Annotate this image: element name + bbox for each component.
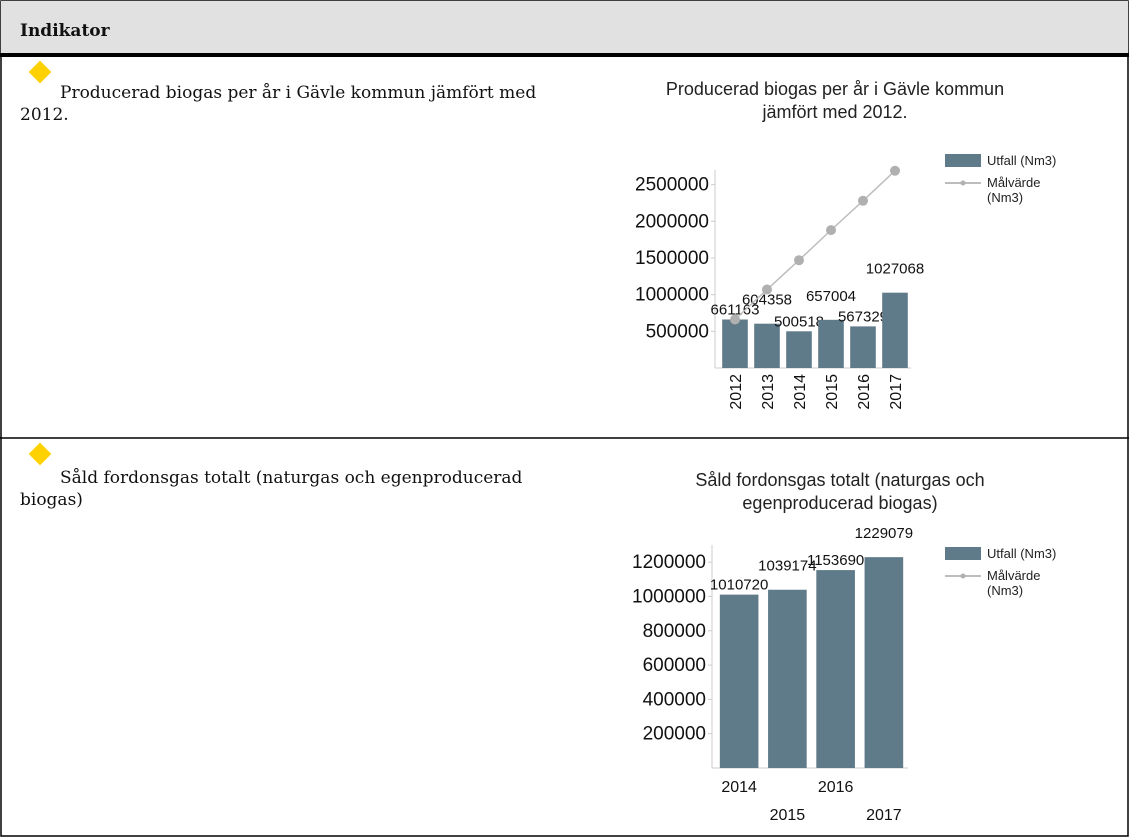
data-label: 661163 <box>711 302 760 319</box>
x-tick-label: 2012 <box>728 374 745 410</box>
x-tick-label: 2015 <box>770 807 806 824</box>
bar <box>722 319 748 368</box>
bar <box>818 319 844 368</box>
legend-label: Utfall (Nm3) <box>987 153 1057 168</box>
x-tick-label: 2015 <box>824 374 841 410</box>
legend-label: Målvärde (Nm3) <box>987 175 1041 205</box>
bar <box>816 570 855 768</box>
x-tick-label: 2017 <box>888 374 905 410</box>
y-tick-label: 1000000 <box>632 586 706 607</box>
y-tick-label: 800000 <box>643 621 706 642</box>
legend-label: Utfall (Nm3) <box>987 546 1057 561</box>
bar <box>719 594 759 768</box>
target-point <box>730 314 740 325</box>
data-label: 1010720 <box>710 577 768 594</box>
legend-swatch <box>945 547 981 560</box>
row-label: Producerad biogas per år i Gävle kommun … <box>20 83 537 125</box>
y-tick-label: 1200000 <box>632 552 706 573</box>
y-tick-label: 500000 <box>646 321 709 342</box>
target-point <box>762 284 772 295</box>
x-tick-label: 2016 <box>818 779 854 796</box>
x-tick-label: 2017 <box>866 807 902 824</box>
row-label: Såld fordonsgas totalt (naturgas och ege… <box>20 468 523 510</box>
bar <box>768 589 807 768</box>
header-title: Indikator <box>20 21 110 41</box>
y-tick-label: 1000000 <box>635 285 709 306</box>
x-tick-label: 2013 <box>760 374 777 410</box>
y-tick-label: 2000000 <box>635 211 709 232</box>
legend-dot <box>960 180 966 186</box>
chart-title: Producerad biogas per år i Gävle kommun … <box>665 79 1005 122</box>
legend-label: Målvärde (Nm3) <box>987 568 1041 598</box>
target-point <box>890 165 900 176</box>
y-tick-label: 200000 <box>643 724 706 745</box>
x-tick-label: 2014 <box>721 779 757 796</box>
bar <box>754 323 780 368</box>
chart-title: Såld fordonsgas totalt (naturgas och ege… <box>695 470 985 513</box>
data-label: 1039174 <box>758 558 816 575</box>
target-point <box>794 255 804 266</box>
legend-swatch <box>945 154 981 167</box>
legend-dot <box>960 573 966 579</box>
y-tick-label: 400000 <box>643 689 706 710</box>
target-point <box>826 225 836 236</box>
data-label: 604358 <box>742 292 792 309</box>
header-bg <box>1 1 1128 54</box>
data-label: 500518 <box>774 313 824 330</box>
bar <box>864 557 904 768</box>
bar <box>786 331 812 368</box>
data-label: 1153690 <box>807 552 864 569</box>
target-line <box>734 170 896 321</box>
x-tick-label: 2016 <box>856 374 873 410</box>
data-label: 567329 <box>838 308 888 325</box>
data-label: 1027068 <box>866 261 924 278</box>
data-label: 657004 <box>806 288 856 305</box>
data-label: 1229079 <box>855 525 913 542</box>
y-tick-label: 2500000 <box>635 175 709 196</box>
status-icon <box>28 60 52 84</box>
bar <box>850 326 876 368</box>
y-tick-label: 1500000 <box>635 248 709 269</box>
x-tick-label: 2014 <box>792 374 809 410</box>
status-icon <box>28 442 52 466</box>
target-point <box>858 195 868 206</box>
y-tick-label: 600000 <box>643 655 706 676</box>
bar <box>882 292 908 368</box>
